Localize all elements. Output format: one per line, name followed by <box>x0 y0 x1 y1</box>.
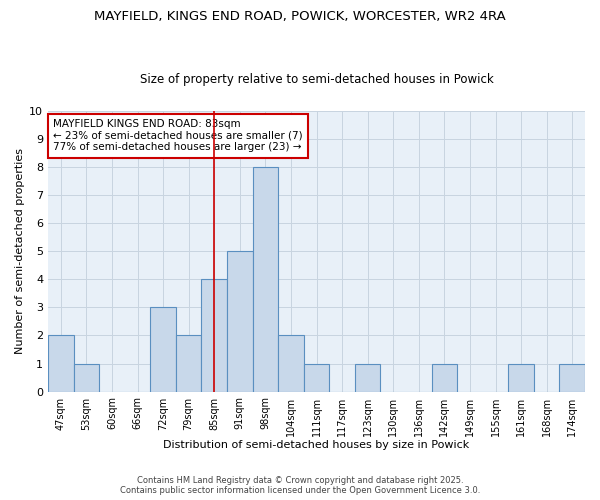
Bar <box>253 167 278 392</box>
Bar <box>176 336 202 392</box>
Bar <box>151 308 176 392</box>
Bar <box>202 280 227 392</box>
Text: MAYFIELD KINGS END ROAD: 83sqm
← 23% of semi-detached houses are smaller (7)
77%: MAYFIELD KINGS END ROAD: 83sqm ← 23% of … <box>53 119 303 152</box>
X-axis label: Distribution of semi-detached houses by size in Powick: Distribution of semi-detached houses by … <box>163 440 470 450</box>
Y-axis label: Number of semi-detached properties: Number of semi-detached properties <box>15 148 25 354</box>
Bar <box>48 336 74 392</box>
Bar <box>431 364 457 392</box>
Text: Contains HM Land Registry data © Crown copyright and database right 2025.: Contains HM Land Registry data © Crown c… <box>137 476 463 485</box>
Bar <box>74 364 99 392</box>
Bar <box>304 364 329 392</box>
Bar <box>355 364 380 392</box>
Text: Contains public sector information licensed under the Open Government Licence 3.: Contains public sector information licen… <box>120 486 480 495</box>
Bar <box>559 364 585 392</box>
Bar <box>278 336 304 392</box>
Text: MAYFIELD, KINGS END ROAD, POWICK, WORCESTER, WR2 4RA: MAYFIELD, KINGS END ROAD, POWICK, WORCES… <box>94 10 506 23</box>
Bar <box>508 364 534 392</box>
Bar <box>227 251 253 392</box>
Title: Size of property relative to semi-detached houses in Powick: Size of property relative to semi-detach… <box>140 73 493 86</box>
